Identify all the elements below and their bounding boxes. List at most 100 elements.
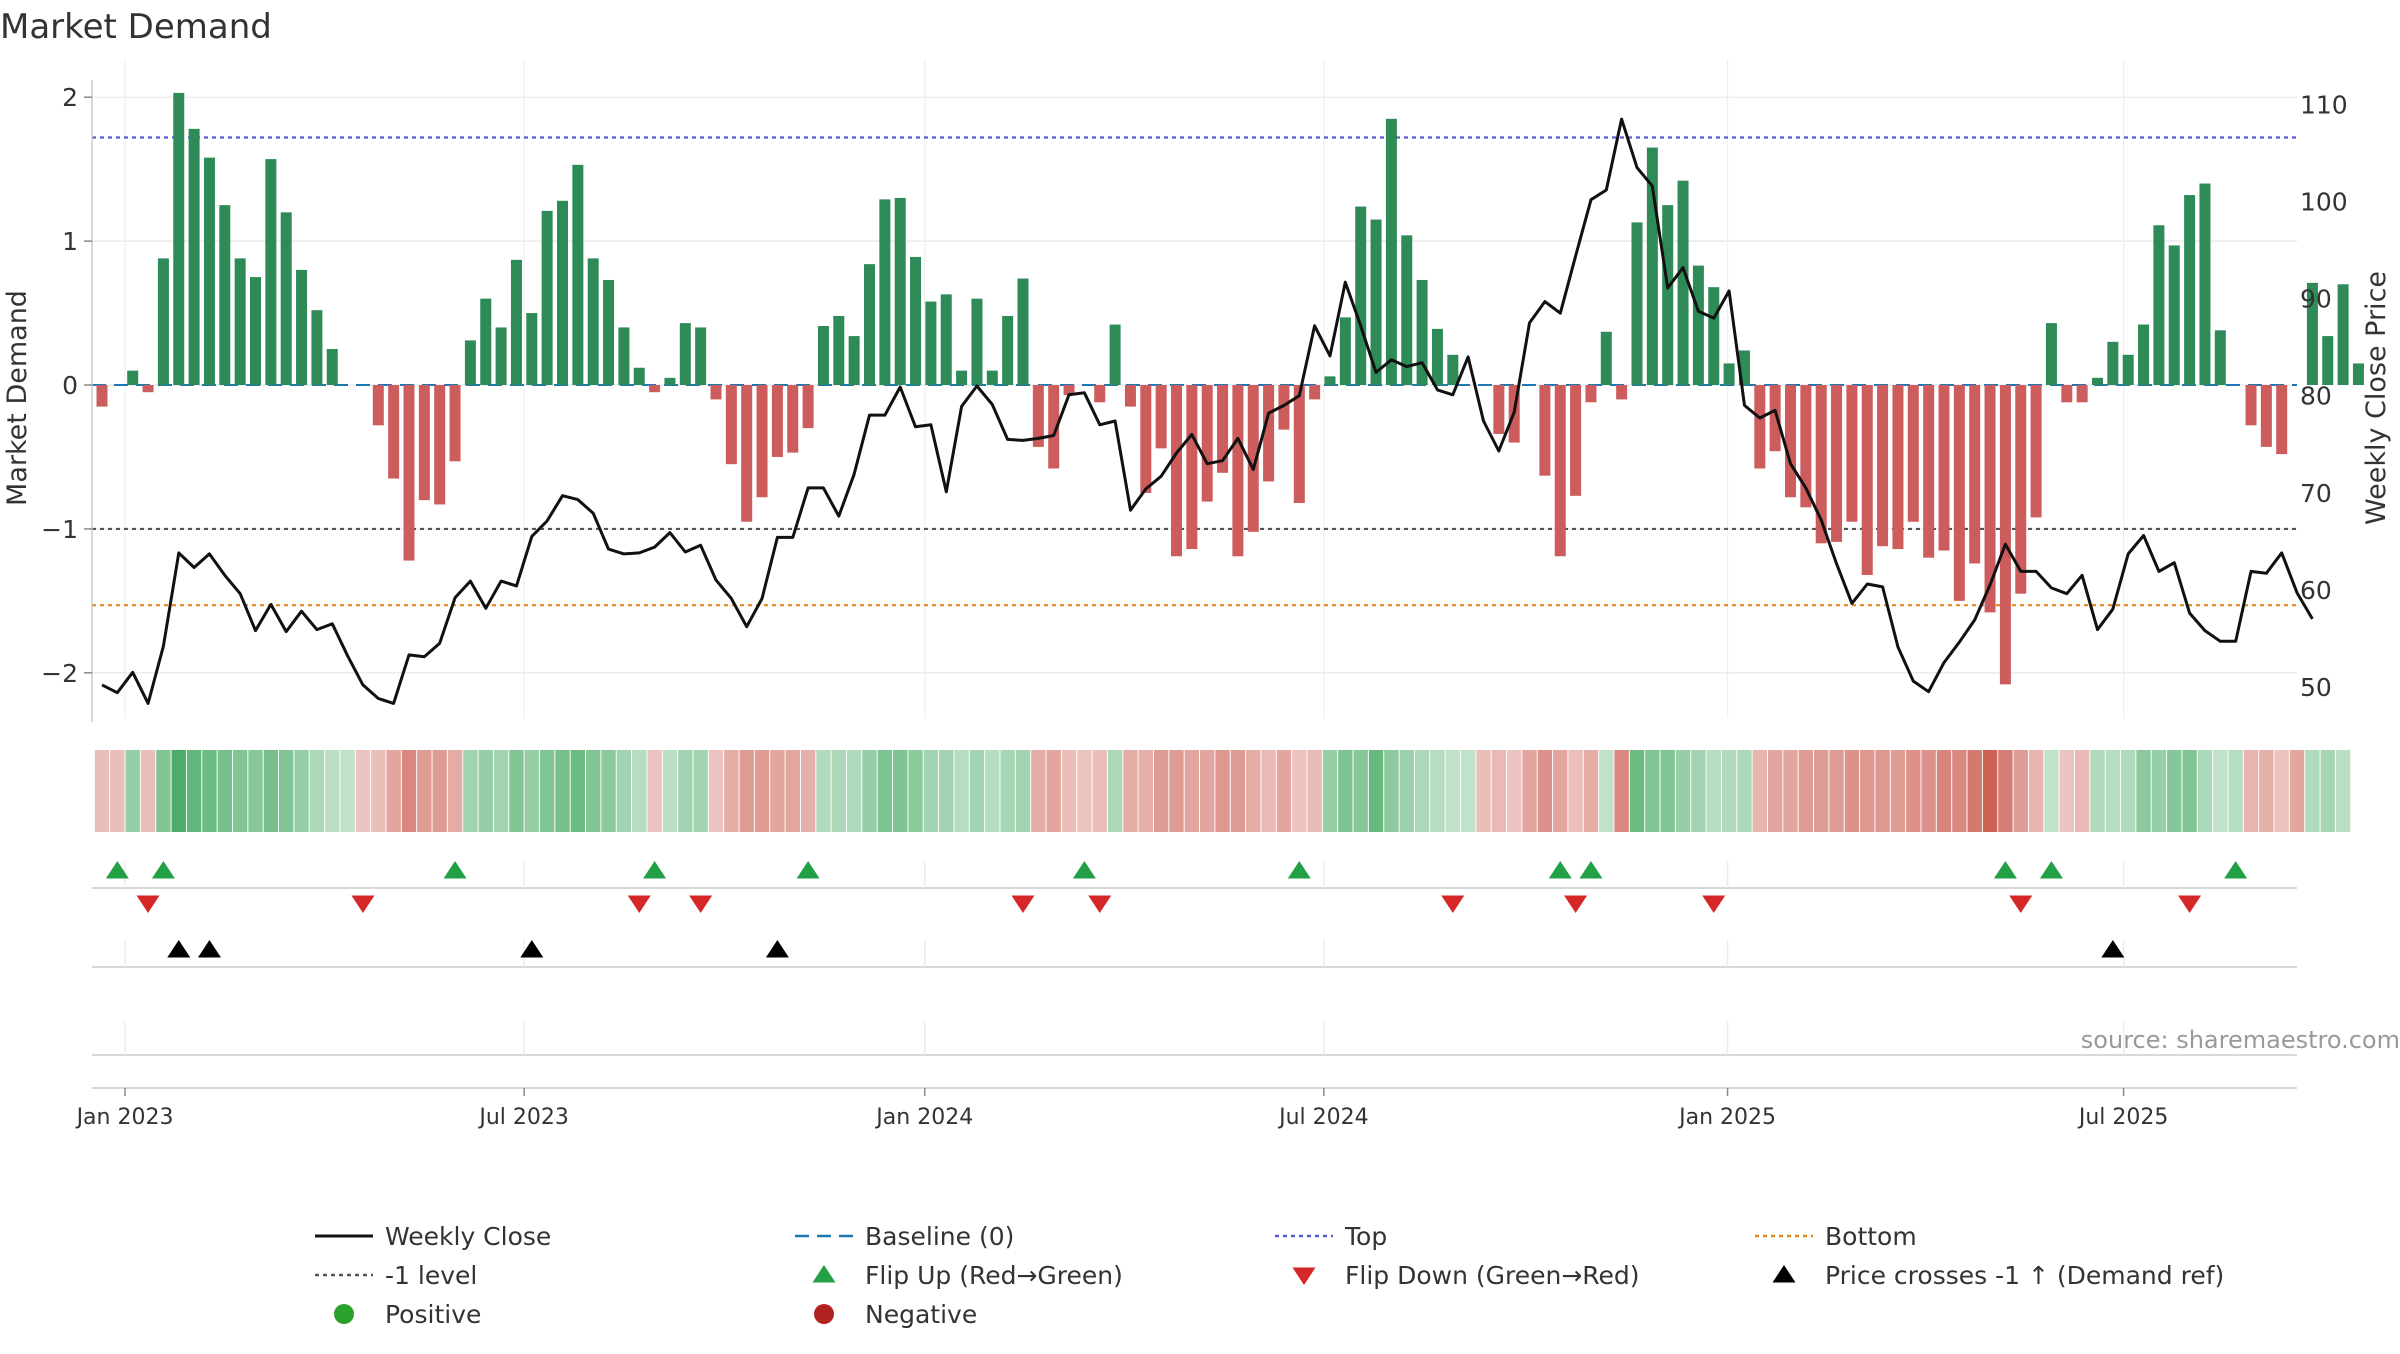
demand-bar-positive [587, 258, 599, 386]
strip-cell [1077, 750, 1092, 832]
strip-cell [417, 750, 432, 832]
legend-item: -1 level [315, 1261, 477, 1290]
strip-cell [1599, 750, 1614, 832]
strip-cell [1537, 750, 1553, 832]
legend: Weekly Close Baseline (0) Top Bottom -1 leve… [315, 1222, 2224, 1329]
strip-cell [125, 750, 140, 832]
strip-cell [2335, 750, 2351, 832]
demand-bar-positive [2322, 336, 2334, 386]
strip-cell [1583, 750, 1599, 832]
strip-cell [1553, 750, 1568, 832]
demand-bar-positive [1324, 376, 1336, 386]
demand-bar-negative [1278, 385, 1290, 430]
price-cross-marker [765, 940, 789, 958]
demand-bar-negative [1831, 385, 1843, 542]
demand-bar-positive [495, 327, 507, 386]
strip-cell [186, 750, 202, 832]
right-tick-label: 110 [2300, 91, 2348, 120]
strip-cell [539, 750, 555, 832]
demand-bar-positive [1708, 287, 1720, 386]
flip-down-marker [1441, 895, 1465, 913]
demand-bar-negative [1171, 385, 1182, 557]
strip-cell [156, 750, 171, 832]
strip-cell [1430, 750, 1445, 832]
demand-bar-negative [142, 385, 154, 393]
strip-cell [1276, 750, 1292, 832]
demand-bar-positive [2306, 282, 2318, 386]
strip-cell [447, 750, 463, 832]
strip-cell [862, 750, 877, 832]
demand-bar-negative [1754, 385, 1766, 469]
demand-bar-positive [311, 310, 323, 386]
demand-bar-negative [1032, 385, 1044, 447]
strip-cell [1092, 750, 1107, 832]
strip-cell [248, 750, 263, 832]
demand-bar-negative [1861, 385, 1873, 575]
demand-bar-negative [2245, 385, 2257, 426]
demand-bar-negative [1785, 385, 1796, 498]
strip-cell [2305, 750, 2320, 832]
strip-cell [1261, 750, 1276, 832]
demand-bar-negative [1140, 385, 1152, 493]
legend-label: Flip Up (Red→Green) [865, 1261, 1123, 1290]
strip-cell [1691, 750, 1706, 832]
demand-bar-positive [1109, 324, 1121, 386]
demand-bar-positive [2107, 341, 2119, 386]
strip-cell [1123, 750, 1138, 832]
demand-bar-positive [2337, 284, 2349, 386]
left-tick-label: 1 [62, 227, 78, 256]
right-tick-label: 60 [2300, 576, 2332, 605]
strip-cell [1660, 750, 1675, 832]
strip-cell [1338, 750, 1353, 832]
demand-bar-negative [741, 385, 753, 522]
strip-cell [1200, 750, 1215, 832]
y-axis-label-right: Weekly Close Price [2361, 271, 2392, 525]
strip-cell [739, 750, 754, 832]
demand-bar-positive [464, 340, 476, 386]
demand-bar-negative [2061, 385, 2073, 403]
strip-cell [140, 750, 156, 832]
legend-swatch-triangle-up [1772, 1265, 1796, 1283]
strip-cell [401, 750, 417, 832]
strip-cell [1384, 750, 1399, 832]
demand-bar-positive [326, 349, 338, 386]
legend-label: -1 level [385, 1261, 477, 1290]
x-axis: Jan 2023 Jul 2023 Jan 2024 Jul 2024 Jan 2025… [75, 1088, 2168, 1130]
demand-bar-positive [1431, 328, 1443, 386]
flip-up-marker [105, 861, 129, 879]
strip-cell [110, 750, 125, 832]
strip-cell [1844, 750, 1860, 832]
demand-bar-negative [1186, 385, 1198, 550]
strip-cell [493, 750, 509, 832]
chart-title: Market Demand [0, 7, 272, 47]
strip-cell [202, 750, 217, 832]
strip-cell [1215, 750, 1230, 832]
demand-bar-positive [1017, 278, 1029, 386]
demand-heat-strip [94, 750, 2351, 832]
strip-cell [1307, 750, 1322, 832]
demand-bar-negative [802, 385, 814, 429]
strip-cell [2197, 750, 2213, 832]
demand-bar-negative [1155, 385, 1167, 449]
demand-bar-negative [449, 385, 461, 462]
demand-bar-positive [940, 294, 952, 386]
strip-cell [2320, 750, 2335, 832]
strip-cell [1614, 750, 1629, 832]
demand-bar-negative [1570, 385, 1582, 496]
demand-bar-positive [879, 199, 891, 386]
demand-bar-positive [833, 315, 845, 386]
strip-cell [371, 750, 386, 832]
strip-cell [2167, 750, 2182, 832]
strip-cell [1767, 750, 1783, 832]
demand-bar-negative [372, 385, 384, 426]
flip-down-marker [1702, 895, 1726, 913]
strip-cell [1798, 750, 1814, 832]
x-tick-label: Jan 2024 [874, 1105, 973, 1130]
strip-cell [969, 750, 985, 832]
left-tick-label: 0 [62, 371, 78, 400]
demand-bar-negative [2276, 385, 2288, 455]
demand-bar-negative [710, 385, 722, 400]
legend-label: Bottom [1825, 1222, 1917, 1251]
right-tick-label: 90 [2300, 285, 2332, 314]
strip-cell [1890, 750, 1906, 832]
